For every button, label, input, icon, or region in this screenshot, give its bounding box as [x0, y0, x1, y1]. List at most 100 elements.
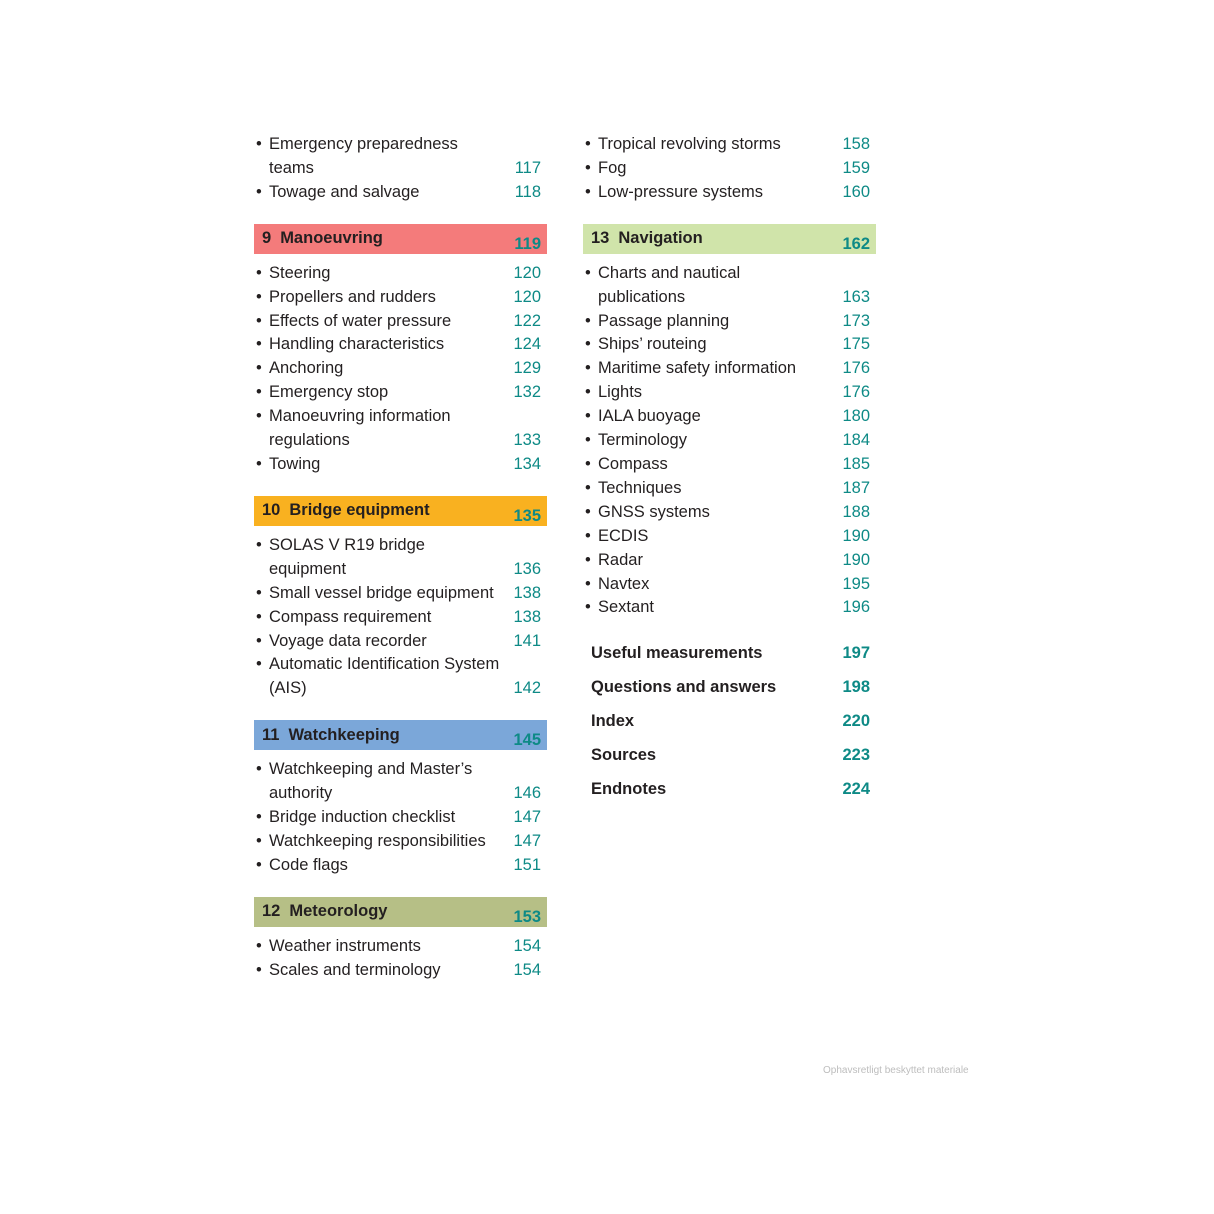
- toc-entry[interactable]: • Small vessel bridge equipment 138: [254, 582, 547, 606]
- section-entry[interactable]: Useful measurements 197: [583, 641, 876, 665]
- chapter-number: 10: [262, 501, 281, 520]
- toc-entry[interactable]: • ECDIS 190: [583, 525, 876, 549]
- bullet-icon: •: [256, 760, 262, 779]
- toc-entry-page: 151: [513, 855, 541, 874]
- toc-entry-title: Towing: [269, 454, 321, 473]
- toc-entry-page: 147: [513, 831, 541, 850]
- toc-entry[interactable]: • Watchkeeping responsibilities 147: [254, 830, 547, 854]
- toc-entry-page: 138: [513, 607, 541, 626]
- toc-entry[interactable]: • Ships’ routeing 175: [583, 333, 876, 357]
- chapter-number: 13: [591, 229, 610, 248]
- toc-entry[interactable]: • Emergency stop 132: [254, 381, 547, 405]
- toc-entry[interactable]: • Manoeuvring information regulations 133: [254, 405, 547, 453]
- bullet-icon: •: [256, 831, 262, 850]
- toc-entry[interactable]: • Sextant 196: [583, 596, 876, 620]
- toc-entry-title: Propellers and rudders: [269, 287, 436, 306]
- toc-entry-page: 173: [842, 311, 870, 330]
- toc-entry[interactable]: • Handling characteristics 124: [254, 333, 547, 357]
- bullet-icon: •: [585, 407, 591, 426]
- chapter-name: Manoeuvring: [280, 229, 383, 248]
- toc-entry[interactable]: • Steering 120: [254, 262, 547, 286]
- toc-entry[interactable]: • Watchkeeping and Master’s authority 146: [254, 758, 547, 806]
- toc-entry[interactable]: • SOLAS V R19 bridge equipment 136: [254, 534, 547, 582]
- toc-entry[interactable]: • Voyage data recorder 141: [254, 630, 547, 654]
- toc-entry[interactable]: • Towage and salvage 118: [254, 181, 547, 205]
- toc-entry[interactable]: • Fog 159: [583, 157, 876, 181]
- toc-entry-page: 133: [513, 431, 541, 450]
- toc-entry-title: Navtex: [598, 574, 650, 593]
- chapter-header[interactable]: 13 Navigation 162: [583, 223, 876, 254]
- chapter-title: 11 Watchkeeping: [262, 726, 501, 745]
- toc-entry[interactable]: • Low-pressure systems 160: [583, 181, 876, 205]
- chapter-header[interactable]: 11 Watchkeeping 145: [254, 720, 547, 751]
- section-page: 197: [842, 644, 870, 663]
- chapter-page: 119: [514, 234, 541, 253]
- toc-entry-title: Watchkeeping and Master’s authority: [269, 760, 473, 803]
- section-entry[interactable]: Index 220: [583, 709, 876, 733]
- chapter-header[interactable]: 9 Manoeuvring 119: [254, 223, 547, 254]
- toc-entry-page: 188: [842, 502, 870, 521]
- chapter-header[interactable]: 12 Meteorology 153: [254, 896, 547, 927]
- toc-entry[interactable]: • Weather instruments 154: [254, 935, 547, 959]
- toc-entry-page: 120: [513, 287, 541, 306]
- toc-entry[interactable]: • Navtex 195: [583, 573, 876, 597]
- section-entry[interactable]: Endnotes 224: [583, 777, 876, 801]
- toc-entry[interactable]: • Emergency preparedness teams 117: [254, 133, 547, 181]
- bullet-icon: •: [585, 335, 591, 354]
- toc-entry[interactable]: • Tropical revolving storms 158: [583, 133, 876, 157]
- toc-entry[interactable]: • Anchoring 129: [254, 357, 547, 381]
- toc-entry[interactable]: • IALA buoyage 180: [583, 405, 876, 429]
- toc-entry-page: 132: [513, 383, 541, 402]
- toc-entry[interactable]: • Code flags 151: [254, 854, 547, 878]
- toc-entry[interactable]: • Effects of water pressure 122: [254, 310, 547, 334]
- toc-entry[interactable]: • Propellers and rudders 120: [254, 286, 547, 310]
- toc-entry[interactable]: • Lights 176: [583, 381, 876, 405]
- toc-entry-title: Steering: [269, 263, 331, 282]
- toc-entry-page: 175: [842, 335, 870, 354]
- toc-entry-title: Bridge induction checklist: [269, 808, 456, 827]
- section-page: 198: [842, 678, 870, 697]
- bullet-icon: •: [256, 287, 262, 306]
- toc-entry-page: 160: [842, 182, 870, 201]
- chapter-title: 12 Meteorology: [262, 902, 501, 921]
- toc-entry-page: 190: [842, 550, 870, 569]
- toc-entry[interactable]: • Bridge induction checklist 147: [254, 806, 547, 830]
- chapter-page: 145: [513, 731, 541, 750]
- toc-entry[interactable]: • Compass requirement 138: [254, 606, 547, 630]
- toc-entry[interactable]: • Passage planning 173: [583, 310, 876, 334]
- chapter-number: 11: [262, 725, 280, 744]
- toc-entry-page: 120: [513, 263, 541, 282]
- toc-entry-title: Charts and nautical publications: [598, 263, 741, 306]
- toc-entry[interactable]: • Maritime safety information 176: [583, 357, 876, 381]
- toc-entry-page: 158: [842, 135, 870, 153]
- toc-entry[interactable]: • Scales and terminology 154: [254, 959, 547, 983]
- section-page: 223: [842, 746, 870, 765]
- chapter-header[interactable]: 10 Bridge equipment 135: [254, 495, 547, 526]
- section-entry[interactable]: Questions and answers 198: [583, 675, 876, 699]
- toc-entry[interactable]: • Terminology 184: [583, 429, 876, 453]
- bullet-icon: •: [585, 311, 591, 330]
- bullet-icon: •: [256, 607, 262, 626]
- toc-entry-title: Manoeuvring information regulations: [269, 407, 451, 450]
- toc-entry[interactable]: • Automatic Identification System (AIS) 14…: [254, 653, 547, 701]
- toc-entry[interactable]: • Towing 134: [254, 453, 547, 477]
- toc-entry-title: Tropical revolving storms: [598, 135, 781, 153]
- toc-entry-page: 141: [513, 631, 541, 650]
- watermark: Ophavsretligt beskyttet materiale: [823, 1065, 969, 1076]
- toc-entry-page: 159: [842, 158, 870, 177]
- toc-entry-page: 129: [513, 359, 541, 378]
- toc-entry[interactable]: • GNSS systems 188: [583, 501, 876, 525]
- toc-entry-page: 142: [513, 679, 541, 698]
- toc-entry[interactable]: • Compass 185: [583, 453, 876, 477]
- bullet-icon: •: [256, 407, 262, 426]
- bullet-icon: •: [256, 383, 262, 402]
- toc-entry-title: Radar: [598, 550, 643, 569]
- section-title: Useful measurements: [591, 644, 763, 663]
- toc-entry[interactable]: • Radar 190: [583, 549, 876, 573]
- section-entry[interactable]: Sources 223: [583, 743, 876, 767]
- toc-entry-page: 180: [842, 407, 870, 426]
- toc-entry-page: 190: [842, 526, 870, 545]
- toc-entry[interactable]: • Charts and nautical publications 163: [583, 262, 876, 310]
- toc-entry[interactable]: • Techniques 187: [583, 477, 876, 501]
- chapter-page: 153: [513, 907, 541, 926]
